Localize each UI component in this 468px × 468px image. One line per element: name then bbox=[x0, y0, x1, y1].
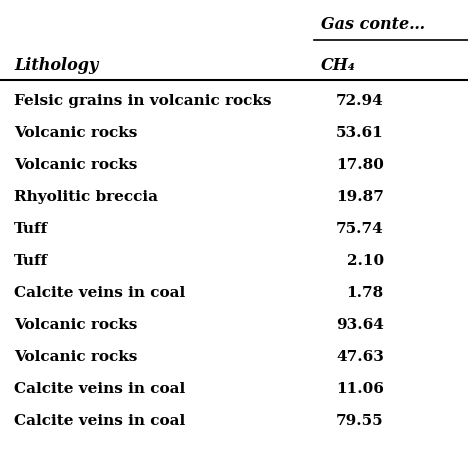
Text: Tuff: Tuff bbox=[14, 222, 48, 236]
Text: CH₄: CH₄ bbox=[321, 57, 356, 74]
Text: Volcanic rocks: Volcanic rocks bbox=[14, 350, 138, 364]
Text: 72.94: 72.94 bbox=[336, 94, 384, 108]
Text: 75.74: 75.74 bbox=[336, 222, 384, 236]
Text: 17.80: 17.80 bbox=[336, 158, 384, 172]
Text: 11.06: 11.06 bbox=[336, 382, 384, 396]
Text: 19.87: 19.87 bbox=[336, 190, 384, 204]
Text: Lithology: Lithology bbox=[14, 57, 98, 74]
Text: Gas conte…: Gas conte… bbox=[321, 16, 424, 33]
Text: Volcanic rocks: Volcanic rocks bbox=[14, 318, 138, 332]
Text: Calcite veins in coal: Calcite veins in coal bbox=[14, 382, 185, 396]
Text: 79.55: 79.55 bbox=[336, 414, 384, 428]
Text: Calcite veins in coal: Calcite veins in coal bbox=[14, 286, 185, 300]
Text: Tuff: Tuff bbox=[14, 254, 48, 268]
Text: 1.78: 1.78 bbox=[346, 286, 384, 300]
Text: Rhyolitic breccia: Rhyolitic breccia bbox=[14, 190, 158, 204]
Text: 47.63: 47.63 bbox=[336, 350, 384, 364]
Text: Volcanic rocks: Volcanic rocks bbox=[14, 158, 138, 172]
Text: 93.64: 93.64 bbox=[336, 318, 384, 332]
Text: 2.10: 2.10 bbox=[347, 254, 384, 268]
Text: Felsic grains in volcanic rocks: Felsic grains in volcanic rocks bbox=[14, 94, 271, 108]
Text: 53.61: 53.61 bbox=[336, 125, 384, 139]
Text: Volcanic rocks: Volcanic rocks bbox=[14, 125, 138, 139]
Text: Calcite veins in coal: Calcite veins in coal bbox=[14, 414, 185, 428]
